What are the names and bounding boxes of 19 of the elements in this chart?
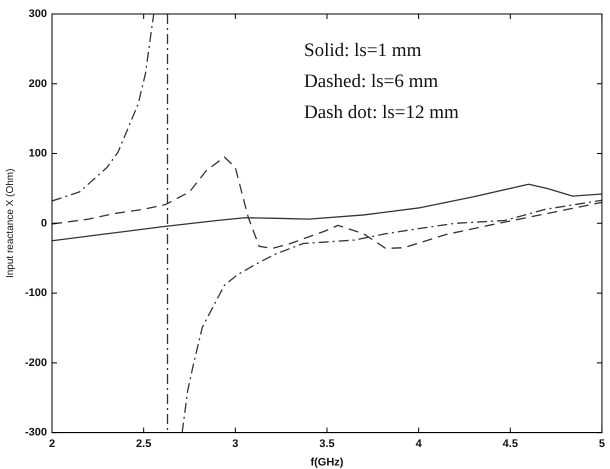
- x-tick-label: 5: [598, 438, 606, 450]
- y-tick-label: 300: [28, 8, 48, 20]
- y-tick-label: -100: [24, 287, 48, 300]
- y-tick-label: 0: [40, 217, 48, 230]
- y-axis-title: Input reactance X (Ohm): [4, 168, 16, 278]
- annotation: Dashed: ls=6 mm: [304, 71, 438, 92]
- x-tick-label: 4: [416, 438, 423, 450]
- x-tick-label: 3.5: [319, 438, 335, 450]
- x-tick-label: 2: [48, 438, 56, 450]
- annotation: Dash dot: ls=12 mm: [304, 102, 460, 123]
- x-tick-label: 3: [232, 438, 238, 450]
- y-tick-label: -200: [24, 356, 48, 369]
- x-tick-label: 4.5: [502, 438, 518, 450]
- annotation: Solid: ls=1 mm: [304, 40, 422, 61]
- y-tick-label: -300: [24, 426, 48, 439]
- x-tick-label: 2.5: [136, 438, 152, 450]
- y-tick-label: 100: [28, 148, 48, 160]
- y-tick-label: 200: [28, 78, 48, 90]
- x-axis-title: f(GHz): [310, 456, 344, 468]
